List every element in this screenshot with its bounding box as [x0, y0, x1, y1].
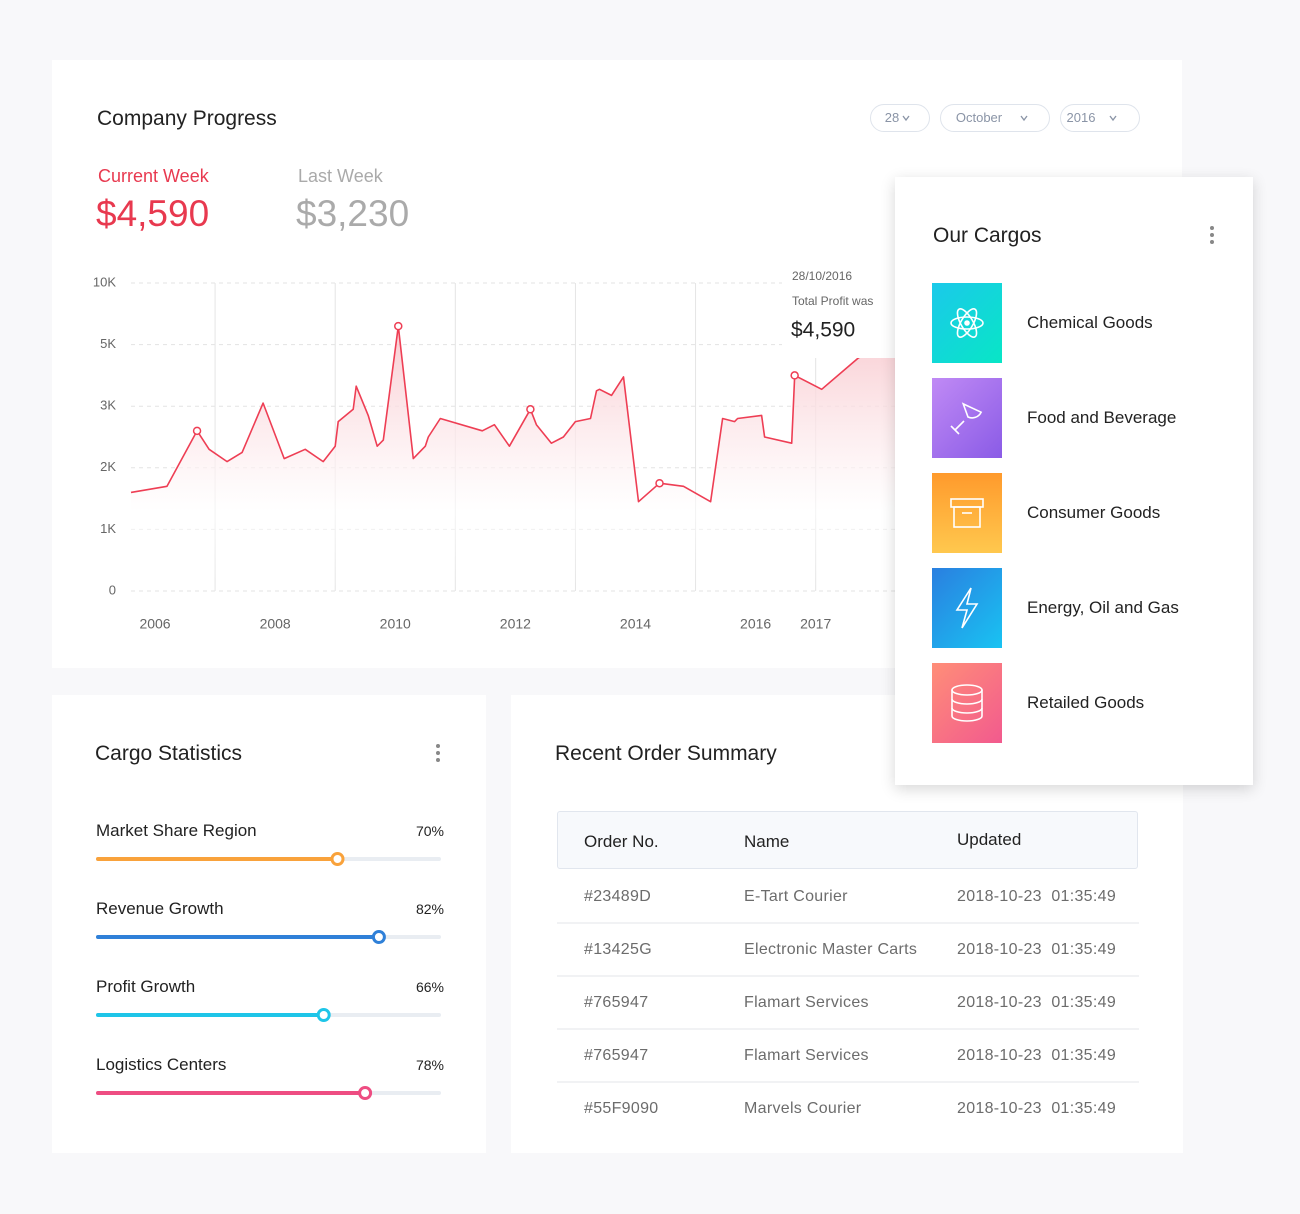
day-filter[interactable] [870, 104, 930, 132]
current-week-label: Current Week [98, 166, 209, 187]
energy-icon [932, 568, 1002, 648]
point-marker [526, 405, 535, 414]
chevron [902, 115, 910, 122]
order-cell: Electronic Master Carts [744, 941, 918, 959]
card-title: Our Cargos [933, 224, 1042, 248]
cargo-name: Consumer Goods [1027, 502, 1161, 522]
stat-name: Profit Growth [96, 976, 196, 996]
dot [1210, 240, 1214, 244]
table-header [557, 811, 1138, 869]
y-tick-label: 2K [100, 459, 116, 474]
filter-label: 28 [884, 110, 900, 126]
chevron [1109, 115, 1117, 122]
order-cell: 2018-10-23 01:35:49 [957, 994, 1117, 1011]
cargo-name: Chemical Goods [1027, 312, 1153, 332]
coins-glyph [951, 684, 983, 722]
stat-value: 70% [415, 822, 444, 839]
atom-glyph [950, 308, 984, 338]
filter-chevrons [902, 115, 1117, 122]
stat-name: Logistics Centers [96, 1054, 227, 1074]
x-tick-label: 2012 [500, 616, 531, 632]
dot [436, 744, 440, 748]
tooltip-box [782, 262, 900, 358]
order-cell: #23489D [584, 888, 652, 906]
stat-value: 82% [415, 900, 444, 917]
cargo-statistics-card [52, 695, 486, 1153]
row-separators [557, 922, 1139, 1083]
order-cell: Flamart Services [744, 994, 869, 1011]
current-week-value: $4,590 [96, 192, 210, 234]
line-chart: 28/10/2016 Total Profit was $4,590 0 1K 2K 3K… [93, 115, 1140, 632]
bolt-glyph [955, 587, 979, 629]
food-icon [932, 378, 1002, 458]
retail-icon [932, 663, 1002, 743]
chevron [1020, 115, 1028, 122]
card-title: Recent Order Summary [555, 742, 777, 766]
dot [436, 758, 440, 762]
line [130, 325, 901, 503]
cargo-name: Food and Beverage [1027, 407, 1177, 427]
cargo-name: Energy, Oil and Gas [1027, 597, 1179, 617]
y-tick-label: 3K [100, 398, 116, 413]
last-week-value: $3,230 [296, 192, 410, 234]
point-marker [192, 426, 202, 436]
point-marker [790, 371, 799, 380]
dot [1210, 233, 1214, 237]
order-cell: E-Tart Courier [744, 888, 848, 906]
menu-dots[interactable] [434, 743, 442, 765]
x-tick-label: 2014 [620, 616, 651, 632]
annotations: 28/10/2016 Total Profit was $4,590 [791, 269, 873, 341]
point-marker [655, 478, 664, 488]
tooltip-value: $4,590 [791, 319, 855, 342]
order-cell: Marvels Courier [744, 1099, 862, 1117]
x-tick-label: 2016 [740, 616, 771, 632]
filter-label: 2016 [1066, 110, 1096, 126]
x-tick-label: 2006 [139, 616, 170, 632]
dot [436, 751, 440, 755]
y-tick-label: 10K [93, 274, 116, 289]
stat-value: 78% [415, 1056, 444, 1073]
y-tick-label: 5K [100, 336, 116, 351]
year-filter[interactable] [1060, 104, 1140, 132]
last-week-label: Last Week [298, 166, 383, 187]
stat-name: Revenue Growth [96, 898, 224, 918]
x-tick-label: 2008 [260, 616, 291, 632]
point-marker [394, 321, 403, 331]
cargos-card [895, 177, 1253, 785]
stat-value: 66% [415, 978, 444, 995]
card-title: Cargo Statistics [95, 742, 243, 766]
month-filter[interactable] [940, 104, 1050, 132]
order-cell: #55F9090 [584, 1099, 659, 1117]
area [131, 326, 900, 591]
order-cell: #765947 [584, 994, 649, 1011]
plot [130, 321, 901, 591]
order-cell: 2018-10-23 01:35:49 [957, 941, 1117, 959]
column-header: Order No. [584, 831, 659, 851]
column-header: Updated [957, 829, 1022, 849]
consumer-icon [932, 473, 1002, 553]
chemical-icon [932, 283, 1002, 363]
order-cell: 2018-10-23 01:35:49 [957, 1099, 1117, 1117]
stat-name: Market Share Region [96, 820, 257, 840]
glass-glyph [950, 402, 983, 435]
menu-dots[interactable] [1208, 225, 1216, 247]
dot [1210, 226, 1214, 230]
card-title: Company Progress [97, 107, 277, 131]
order-cell: 2018-10-23 01:35:49 [957, 888, 1117, 906]
cargo-name: Retailed Goods [1027, 692, 1145, 712]
order-cell: #13425G [584, 941, 652, 959]
y-tick-label: 1K [100, 521, 116, 536]
column-header: Name [744, 831, 790, 851]
tooltip-text: Total Profit was [792, 294, 873, 308]
order-cell: #765947 [584, 1046, 649, 1064]
order-cell: Flamart Services [744, 1046, 869, 1064]
y-tick-label: 0 [109, 582, 116, 597]
order-cell: 2018-10-23 01:35:49 [957, 1046, 1117, 1064]
x-tick-label: 2017 [800, 616, 831, 632]
box-glyph [950, 498, 984, 528]
filter-label: October [955, 110, 1003, 126]
tooltip-date: 28/10/2016 [792, 269, 852, 283]
x-tick-label: 2010 [380, 616, 411, 632]
